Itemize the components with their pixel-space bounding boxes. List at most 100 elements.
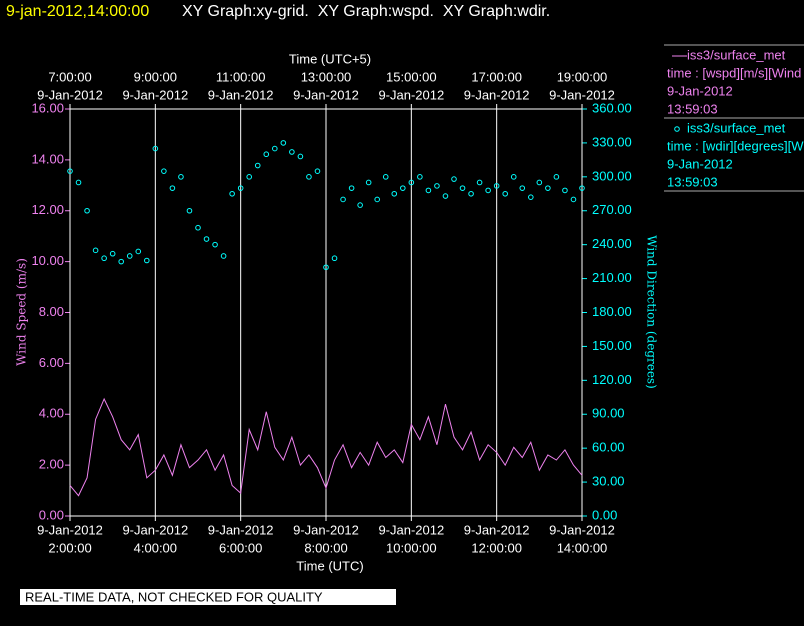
legend-detail: 9-Jan-2012	[667, 156, 733, 171]
y2-tick-label: 360.00	[592, 100, 632, 115]
plot-frame	[69, 108, 583, 517]
wind-direction-point	[92, 247, 99, 254]
y-tick-label: 8.00	[39, 304, 64, 319]
wind-direction-point	[246, 174, 252, 180]
legend-detail: 13:59:03	[667, 101, 718, 116]
wind-direction-point	[502, 190, 509, 197]
wind-direction-point	[126, 253, 133, 259]
wind-direction-point	[297, 153, 304, 160]
y-tick-label: 2.00	[39, 457, 64, 472]
wind-direction-point	[323, 264, 329, 271]
x2-tick-label: 19:00:00	[557, 69, 608, 84]
wind-direction-point	[331, 255, 338, 262]
y-tick-label: 12.00	[31, 202, 64, 217]
y2-tick-label: 60.00	[592, 440, 625, 455]
x2-tick-label: 15:00:00	[386, 69, 437, 84]
x-tick-label: 8:00:00	[304, 540, 347, 555]
y-axis-label: Wind Speed (m/s)	[15, 258, 29, 366]
footer-box	[20, 589, 396, 605]
wind-direction-point	[306, 174, 312, 180]
wind-direction-point	[135, 248, 142, 255]
title-time: 9-jan-2012,14:00:00	[6, 3, 149, 20]
y-tick-label: 0.00	[39, 507, 64, 522]
x-tick-label: 9-Jan-2012	[378, 522, 444, 537]
legend-detail: 9-Jan-2012	[667, 83, 733, 98]
wind-direction-point	[75, 179, 82, 186]
x2-tick-label: 17:00:00	[471, 69, 522, 84]
x2-axis-label: Time (UTC+5)	[289, 51, 371, 66]
x2-tick-label: 13:00:00	[301, 69, 352, 84]
wind-direction-point	[212, 241, 218, 248]
x-tick-label: 9-Jan-2012	[37, 522, 103, 537]
legend-detail: time : [wdir][degrees][W	[667, 138, 804, 153]
wind-direction-point	[254, 162, 261, 169]
wind-direction-point	[195, 224, 201, 231]
wind-direction-point	[545, 185, 551, 191]
wind-direction-point	[118, 258, 124, 265]
wind-direction-point	[459, 185, 466, 191]
x2-tick-label: 9-Jan-2012	[208, 87, 274, 102]
wind-direction-point	[220, 253, 227, 259]
x-axis-label: Time (UTC)	[296, 558, 363, 573]
wind-direction-point	[519, 185, 526, 191]
wind-direction-point	[570, 196, 577, 203]
x-tick-label: 9-Jan-2012	[208, 522, 274, 537]
y-tick-label: 6.00	[39, 355, 64, 370]
x2-tick-label: 9-Jan-2012	[549, 87, 615, 102]
x2-tick-label: 9-Jan-2012	[464, 87, 530, 102]
x2-tick-label: 9-Jan-2012	[293, 87, 359, 102]
wind-direction-point	[400, 185, 406, 191]
wind-direction-point	[67, 168, 73, 174]
wind-direction-point	[357, 202, 363, 208]
wind-direction-point	[101, 255, 107, 262]
wind-direction-point	[417, 174, 423, 180]
wind-direction-point	[425, 187, 432, 194]
wind-direction-point	[161, 168, 167, 174]
wind-direction-point	[314, 168, 321, 174]
wind-direction-point	[562, 187, 568, 194]
y2-tick-label: 270.00	[592, 202, 632, 217]
wind-direction-point	[178, 174, 184, 180]
footer: REAL-TIME DATA, NOT CHECKED FOR QUALITY	[25, 589, 323, 604]
wind-direction-point	[493, 183, 500, 189]
wind-direction-point	[365, 179, 372, 186]
legend-name: iss3/surface_met	[687, 120, 786, 135]
y2-axis-label: Wind Direction (degrees)	[645, 235, 659, 389]
wind-direction-point	[434, 183, 440, 189]
wind-direction-point	[169, 185, 176, 191]
x2-tick-label: 9-Jan-2012	[37, 87, 103, 102]
wind-direction-point	[280, 140, 287, 146]
wind-direction-point	[451, 176, 457, 182]
y-tick-label: 10.00	[31, 253, 64, 268]
wind-direction-point	[442, 193, 449, 199]
y2-tick-label: 150.00	[592, 338, 632, 353]
legend-detail: time : [wspd][m/s][Wind	[667, 65, 801, 80]
wind-direction-point	[109, 250, 116, 257]
y2-tick-label: 0.00	[592, 507, 617, 522]
wind-direction-point	[289, 149, 295, 155]
y2-tick-label: 180.00	[592, 304, 632, 319]
y2-tick-label: 240.00	[592, 236, 632, 251]
y-tick-label: 16.00	[31, 100, 64, 115]
y-tick-label: 4.00	[39, 406, 64, 421]
y2-tick-label: 30.00	[592, 474, 625, 489]
legend-name: iss3/surface_met	[687, 47, 786, 62]
wind-direction-point	[229, 190, 235, 197]
wind-direction-point	[144, 257, 150, 264]
wind-direction-point	[408, 179, 415, 186]
x-tick-label: 9-Jan-2012	[464, 522, 530, 537]
y2-tick-label: 210.00	[592, 270, 632, 285]
x-tick-label: 14:00:00	[557, 540, 608, 555]
x-tick-label: 9-Jan-2012	[549, 522, 615, 537]
wind-speed-line	[69, 397, 583, 497]
x-tick-label: 6:00:00	[219, 540, 262, 555]
y-tick-label: 14.00	[31, 151, 64, 166]
wind-direction-point	[272, 145, 278, 152]
wind-direction-point	[553, 174, 560, 180]
x2-tick-label: 9-Jan-2012	[122, 87, 188, 102]
y2-tick-label: 120.00	[592, 372, 632, 387]
wind-direction-point	[152, 145, 159, 152]
y2-tick-label: 90.00	[592, 406, 625, 421]
x-tick-label: 4:00:00	[134, 540, 177, 555]
